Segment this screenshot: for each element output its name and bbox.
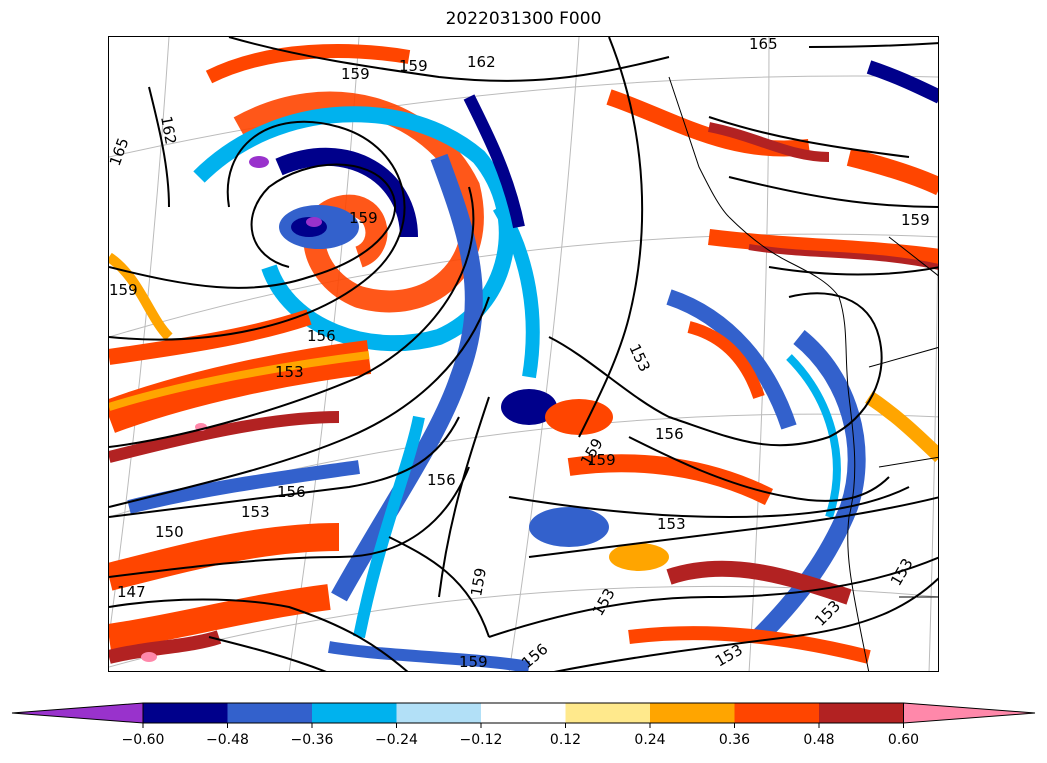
contour-label: 147 <box>117 583 146 601</box>
map-canvas: 165 162 159 159 162 159 165 159 156 153 … <box>109 37 938 671</box>
contour-label: 162 <box>467 53 496 71</box>
contour-label: 150 <box>155 523 184 541</box>
colorbar-swatch <box>143 703 228 723</box>
colorbar-tick-label: 0.60 <box>888 732 919 748</box>
colorbar-tick-label: −0.36 <box>291 732 334 748</box>
contour-label: 159 <box>399 57 428 75</box>
contour-label: 153 <box>712 641 746 671</box>
colorbar-swatch <box>565 703 650 723</box>
colorbar: −0.60 −0.48 −0.36 −0.24 −0.12 0.12 0.24 0.36 0.4… <box>11 702 1036 748</box>
contour-label: 159 <box>341 65 370 83</box>
colorbar-tick-label: 0.36 <box>719 732 750 748</box>
colorbar-swatch <box>227 703 312 723</box>
colorbar-swatch <box>396 703 481 723</box>
contour-label: 165 <box>109 135 133 168</box>
colorbar-extend-low <box>11 702 144 724</box>
contour-label: 159 <box>109 281 138 299</box>
contour-label: 153 <box>241 503 270 521</box>
plot-title: 2022031300 F000 <box>445 9 602 29</box>
colorbar-swatch <box>734 703 819 723</box>
colorbar-tick-label: −0.60 <box>122 732 165 748</box>
contour-label: 159 <box>467 566 490 597</box>
contour-label: 159 <box>587 451 616 469</box>
colorbar-extend-high <box>903 702 1036 724</box>
contour-label: 156 <box>427 471 456 489</box>
colorbar-tick-label: −0.24 <box>375 732 418 748</box>
contour-label: 156 <box>655 425 684 443</box>
colorbar-tick-label: 0.12 <box>550 732 581 748</box>
contour-label: 159 <box>901 211 930 229</box>
colorbar-swatch <box>481 703 566 723</box>
colorbar-swatch <box>819 703 904 723</box>
contour-label: 156 <box>307 327 336 345</box>
contour-label: 153 <box>275 363 304 381</box>
colorbar-border <box>142 702 904 724</box>
contour-label-group: 165 162 159 159 162 159 165 159 156 153 … <box>109 37 930 671</box>
contour-label: 153 <box>887 555 917 589</box>
colorbar-tick-label: −0.48 <box>206 732 249 748</box>
map-panel: 165 162 159 159 162 159 165 159 156 153 … <box>108 36 939 672</box>
contour-label: 153 <box>589 585 619 619</box>
anomaly-patches <box>109 44 938 671</box>
contour-label: 156 <box>277 483 306 501</box>
contour-label: 153 <box>625 341 653 375</box>
colorbar-tick-label: −0.12 <box>460 732 503 748</box>
contour-label: 153 <box>657 515 686 533</box>
colorbar-tick-label: 0.24 <box>634 732 665 748</box>
colorbar-swatch <box>312 703 397 723</box>
contour-label: 162 <box>157 115 180 146</box>
contour-label: 159 <box>349 209 378 227</box>
colorbar-swatch <box>650 703 735 723</box>
colorbar-tick-label: 0.48 <box>803 732 834 748</box>
contour-label: 159 <box>459 653 488 671</box>
geopotential-contours <box>109 37 938 671</box>
contour-label: 165 <box>749 37 778 53</box>
coastline <box>668 76 938 671</box>
